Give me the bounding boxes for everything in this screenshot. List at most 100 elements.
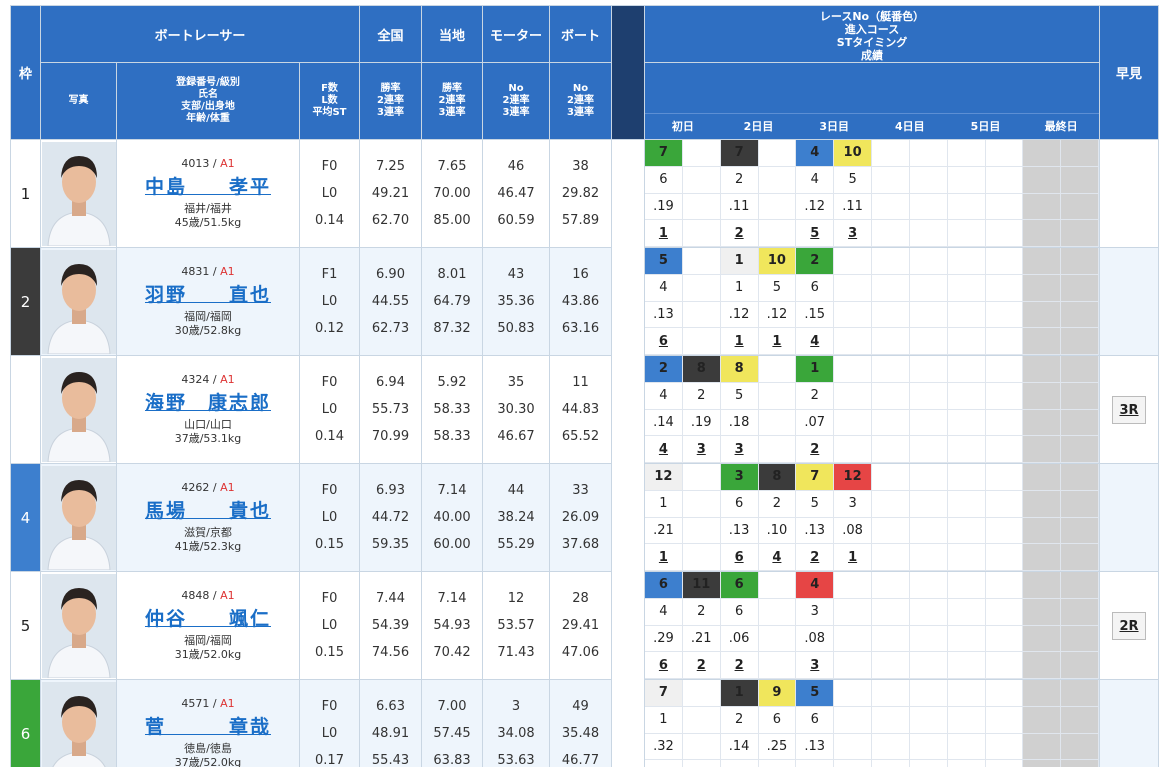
- result-cell: 8: [682, 356, 721, 383]
- result-cell: [1023, 166, 1062, 194]
- result-cell: [985, 625, 1024, 653]
- course-link[interactable]: 6: [645, 328, 683, 355]
- racer-name-link[interactable]: 羽野 直也: [144, 284, 271, 306]
- racer-name-link[interactable]: 海野 康志郎: [144, 392, 271, 414]
- result-cell: [758, 436, 797, 463]
- result-cell: [947, 625, 986, 653]
- result-cell: [834, 572, 872, 599]
- result-cell: [834, 274, 872, 302]
- course-link[interactable]: 4: [796, 328, 835, 355]
- result-cell: [985, 193, 1024, 221]
- course-link[interactable]: 2: [720, 652, 759, 679]
- course-link[interactable]: 3: [834, 220, 872, 247]
- course-link[interactable]: 5: [796, 220, 835, 247]
- fl-stats: F1 L0 0.12: [298, 247, 361, 356]
- racer-age-weight: 30歳/52.8kg: [174, 324, 242, 337]
- stat-value: 28: [572, 591, 589, 606]
- result-cell: 10: [758, 248, 797, 275]
- course-link[interactable]: 5: [796, 760, 835, 767]
- racer-name-link[interactable]: 中島 孝平: [144, 176, 271, 198]
- result-cell: [947, 733, 986, 761]
- course-link[interactable]: 1: [834, 544, 872, 571]
- course-link[interactable]: 3: [682, 436, 721, 463]
- result-cell: [985, 464, 1024, 491]
- result-cell: [834, 248, 872, 275]
- l-count: L0: [321, 294, 338, 309]
- motor-header: モーター: [482, 5, 551, 63]
- waku-number: 6: [10, 679, 41, 767]
- early-race-button[interactable]: 3R: [1112, 395, 1147, 424]
- course-link[interactable]: 2: [796, 544, 835, 571]
- result-cell: [758, 625, 797, 653]
- result-cell: [985, 140, 1024, 167]
- stat-value: 47.06: [561, 645, 600, 660]
- stat-value: 46: [507, 159, 525, 174]
- stat-value: 49: [572, 699, 589, 714]
- avatar-icon: [41, 249, 116, 354]
- course-link[interactable]: 1: [645, 220, 683, 247]
- course-link[interactable]: 6: [720, 544, 759, 571]
- stat-value: 7.65: [437, 159, 467, 174]
- result-cell: [834, 680, 872, 707]
- result-cell: 1: [720, 274, 759, 302]
- racer-name-link[interactable]: 馬場 貴也: [144, 500, 271, 522]
- f-count: F0: [321, 159, 338, 174]
- result-cell: [682, 193, 721, 221]
- result-cell: [1023, 356, 1062, 383]
- result-cell: .08: [796, 625, 835, 653]
- course-link[interactable]: 2: [682, 652, 721, 679]
- result-cell: [1023, 140, 1062, 167]
- f-count: F0: [321, 591, 338, 606]
- result-cell: [872, 193, 910, 221]
- result-cell: [947, 517, 986, 545]
- result-cell: [682, 706, 721, 734]
- result-cell: [872, 572, 910, 599]
- result-cell: [682, 328, 721, 355]
- stat-value: 48.91: [371, 726, 410, 741]
- rate3-label: 3連率: [502, 107, 530, 118]
- result-cell: [909, 248, 948, 275]
- result-cell: [872, 517, 910, 545]
- racer-name-link[interactable]: 菅 章哉: [144, 716, 271, 738]
- course-link[interactable]: 4: [646, 760, 683, 767]
- course-link[interactable]: 2: [720, 220, 759, 247]
- course-link[interactable]: 2: [796, 436, 835, 463]
- result-cell: [985, 166, 1024, 194]
- course-link[interactable]: 3: [759, 760, 797, 767]
- no-label: No: [508, 83, 524, 94]
- early-race-button[interactable]: 2R: [1112, 611, 1147, 640]
- day-5: 5日目: [970, 120, 1001, 133]
- stat-value: 40.00: [433, 510, 471, 525]
- result-cell: [682, 680, 721, 707]
- result-cell: [910, 760, 948, 767]
- result-cell: 5: [758, 274, 797, 302]
- course-link[interactable]: 1: [758, 328, 797, 355]
- course-link[interactable]: 1: [720, 328, 759, 355]
- course-link[interactable]: 4: [645, 436, 683, 463]
- stat-m: 35 30.30 46.67: [482, 355, 551, 464]
- result-cell: 4: [645, 274, 683, 302]
- result-cell: 2: [796, 382, 835, 410]
- result-cell: [1061, 140, 1099, 167]
- course-link[interactable]: 6: [645, 652, 683, 679]
- stat-value: 6.63: [376, 699, 405, 714]
- course-link[interactable]: 4: [758, 544, 797, 571]
- result-cell: .32: [645, 733, 683, 761]
- result-cell: [682, 248, 721, 275]
- stat-value: 30.30: [497, 402, 535, 417]
- course-link[interactable]: 5: [721, 760, 759, 767]
- course-link[interactable]: 3: [796, 652, 835, 679]
- result-grid: 12 3 8 7 12 1 6 2 5 3.21.13.10.13.08 1 6 4 2 1: [645, 464, 1099, 571]
- result-cell: [1023, 409, 1062, 437]
- result-cell: [909, 301, 948, 329]
- racer-branch: 福岡/福岡: [184, 634, 232, 647]
- result-cell: .21: [682, 625, 721, 653]
- course-link[interactable]: 1: [645, 544, 683, 571]
- result-cell: [834, 382, 872, 410]
- result-cell: [834, 356, 872, 383]
- racer-name-link[interactable]: 仲谷 颯仁: [144, 608, 271, 630]
- rate2-label: 2連率: [567, 95, 594, 106]
- result-cell: [985, 598, 1024, 626]
- course-link[interactable]: 3: [720, 436, 759, 463]
